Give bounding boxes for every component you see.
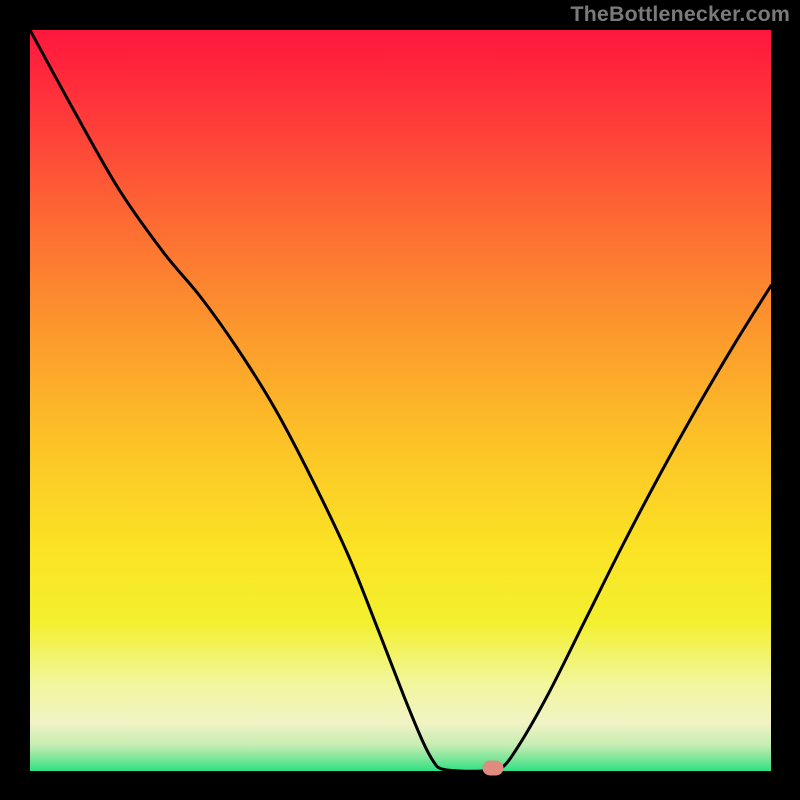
optimum-marker — [483, 761, 504, 776]
watermark-text: TheBottlenecker.com — [570, 2, 790, 27]
plot-area — [30, 30, 771, 771]
chart-frame: TheBottlenecker.com — [0, 0, 800, 800]
bottleneck-curve — [30, 30, 771, 771]
